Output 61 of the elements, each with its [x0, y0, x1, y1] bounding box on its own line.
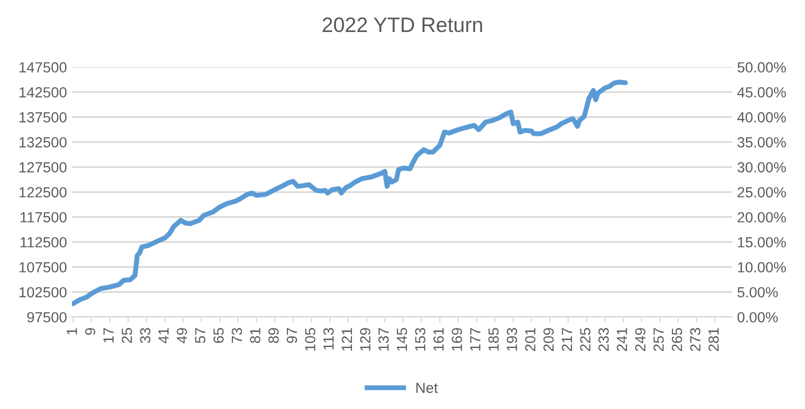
y2-tick-label: 15.00%	[738, 237, 786, 248]
y-tick-label: 97500	[27, 312, 67, 322]
x-tick-label: 73	[232, 328, 242, 343]
y2-tick-label: 45.00%	[737, 87, 786, 98]
x-tick-label: 65	[213, 328, 224, 343]
x-tick-label: 273	[690, 328, 700, 351]
x-tick-label: 241	[616, 328, 627, 351]
legend-label: Net	[416, 382, 438, 393]
y-tick-label: 137500	[20, 112, 67, 122]
x-tick-label: 209	[543, 328, 554, 351]
x-tick-label: 217	[562, 328, 572, 351]
y2-tick-label: 40.00%	[737, 112, 786, 122]
y-tick-label: 127500	[20, 162, 67, 172]
x-tick-label: 57	[195, 328, 206, 344]
y-tick-label: 117500	[20, 212, 67, 222]
x-tick-label: 233	[598, 328, 609, 351]
x-tick-label: 281	[708, 328, 719, 351]
y-tick-label: 102500	[20, 287, 67, 298]
x-tick-label: 185	[488, 328, 499, 351]
x-tick-label: 177	[470, 328, 480, 351]
x-tick-label: 17	[104, 328, 114, 342]
x-tick-label: 153	[415, 328, 426, 351]
x-tick-label: 201	[525, 328, 536, 351]
x-tick-label: 169	[452, 328, 462, 351]
y-tick-label: 147500	[20, 62, 67, 73]
y-tick-label: 112500	[20, 237, 67, 248]
x-tick-label: 257	[653, 328, 664, 351]
x-tick-label: 161	[433, 328, 444, 351]
y2-tick-label: 50.00%	[738, 62, 786, 73]
x-tick-label: 49	[176, 328, 188, 344]
x-tick-label: 129	[360, 328, 370, 351]
y-tick-label: 107500	[20, 262, 67, 272]
y-tick-label: 122500	[20, 187, 67, 198]
x-tick-label: 9	[85, 328, 96, 335]
x-tick-label: 121	[342, 328, 352, 351]
x-tick-label: 97	[286, 328, 298, 343]
y2-tick-label: 0.00%	[738, 312, 778, 322]
x-tick-label: 105	[305, 328, 316, 351]
x-tick-label: 25	[122, 328, 132, 343]
y2-tick-label: 5.00%	[738, 287, 778, 298]
x-tick-label: 33	[140, 328, 150, 344]
x-tick-label: 145	[396, 328, 408, 351]
x-tick-label: 249	[635, 328, 646, 351]
y2-tick-label: 20.00%	[738, 212, 786, 222]
x-tick-label: 113	[323, 328, 334, 350]
y-tick-label: 132500	[20, 137, 67, 148]
x-tick-label: 193	[506, 328, 518, 351]
y2-tick-label: 25.00%	[738, 187, 786, 198]
x-tick-label: 89	[268, 328, 279, 343]
y2-tick-label: 35.00%	[737, 137, 786, 148]
line-series	[72, 80, 628, 306]
chart-title: 2022 YTD Return	[322, 17, 482, 32]
x-tick-label: 225	[580, 328, 590, 351]
y2-tick-label: 30.00%	[737, 162, 786, 172]
y2-tick-label: 10.00%	[738, 262, 786, 272]
x-tick-label: 137	[378, 328, 389, 351]
y-tick-label: 142500	[20, 87, 67, 98]
x-tick-label: 41	[158, 328, 169, 344]
x-tick-label: 1	[66, 328, 77, 334]
x-tick-label: 265	[672, 328, 682, 351]
x-tick-label: 81	[250, 328, 260, 343]
